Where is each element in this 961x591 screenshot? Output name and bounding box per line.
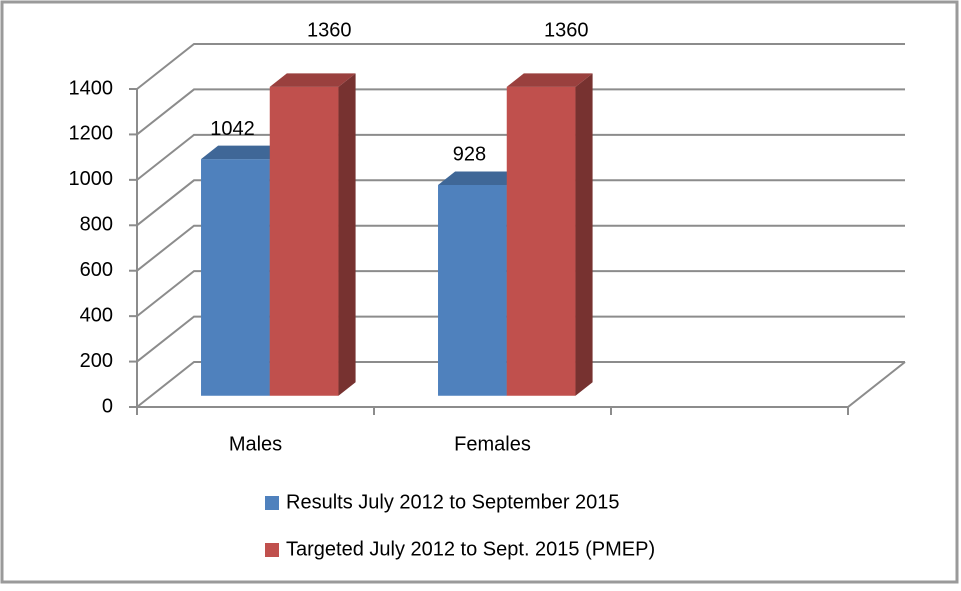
x-tick-label: Females — [454, 433, 531, 455]
bar-top — [269, 73, 356, 87]
bar — [506, 73, 593, 396]
y-tick-label: 600 — [80, 259, 113, 281]
grid-line — [136, 361, 905, 408]
data-label: 1360 — [544, 20, 589, 42]
bar-front — [201, 159, 270, 396]
legend-swatch — [265, 496, 279, 510]
legend-label: Results July 2012 to September 2015 — [286, 491, 620, 513]
legend-label: Targeted July 2012 to Sept. 2015 (PMEP) — [286, 538, 655, 560]
bar-front — [438, 184, 507, 396]
data-label: 928 — [453, 144, 486, 166]
data-label: 1360 — [307, 20, 352, 42]
y-tick-label: 1200 — [69, 123, 114, 145]
grid-line — [136, 133, 905, 181]
grid-line — [136, 315, 905, 363]
grid-line — [136, 179, 905, 227]
bar-front — [269, 86, 339, 396]
y-tick-label: 200 — [80, 350, 113, 372]
bar-side — [338, 73, 356, 396]
grid-line — [136, 88, 905, 136]
y-tick-label: 400 — [80, 304, 113, 326]
bar — [269, 73, 356, 396]
y-tick-label: 1400 — [69, 77, 114, 99]
y-tick-label: 1000 — [69, 168, 114, 190]
grid-line — [136, 270, 905, 317]
bar-front — [506, 86, 576, 396]
grid-line — [136, 43, 905, 90]
grid-line — [136, 224, 905, 272]
y-tick-label: 0 — [102, 395, 113, 417]
bar-top — [201, 145, 287, 160]
bar-top — [438, 171, 524, 185]
legend-swatch — [265, 543, 279, 557]
bar-side — [575, 73, 593, 396]
bar-top — [506, 73, 593, 87]
x-tick-label: Males — [229, 433, 282, 455]
y-tick-label: 800 — [80, 214, 113, 236]
data-label: 1042 — [210, 118, 255, 140]
